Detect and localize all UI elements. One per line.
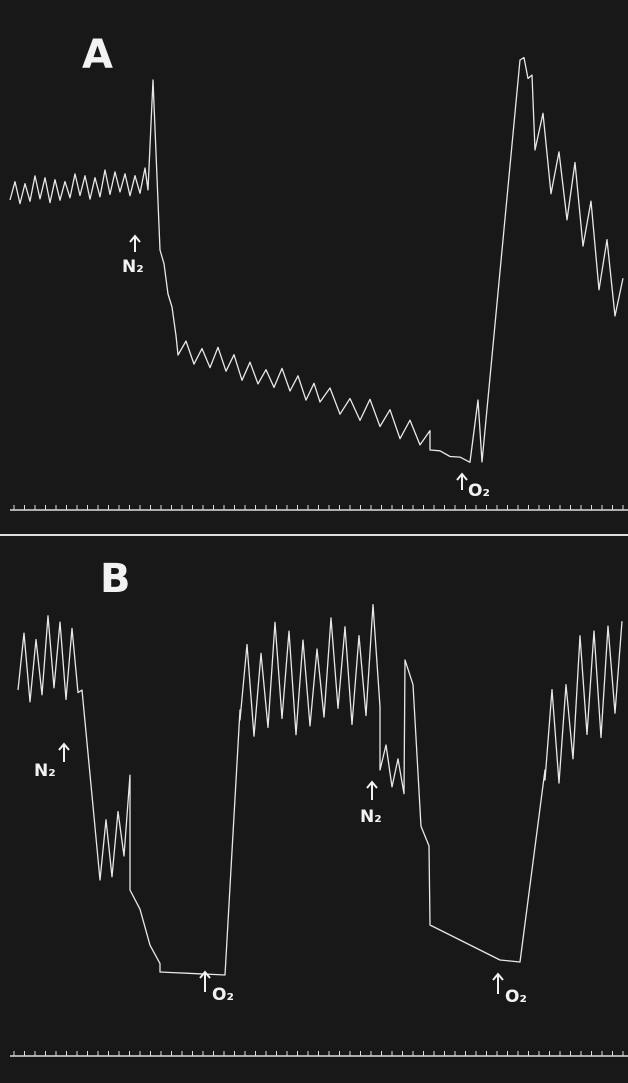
panel-label: A [82, 32, 113, 78]
annotation: O₂ [505, 987, 527, 1007]
figure: A N₂ O₂ B N₂ O₂ N₂ O₂ [0, 0, 628, 1083]
page: A N₂ O₂ B N₂ O₂ N₂ O₂ (() => { const dat… [0, 0, 628, 1083]
annotation: N₂ [122, 257, 144, 277]
annotation: N₂ [34, 761, 56, 781]
annotation: O₂ [212, 985, 234, 1005]
annotation: O₂ [468, 481, 490, 501]
background [0, 0, 628, 1083]
annotation: N₂ [360, 807, 382, 827]
panel-label: B [100, 556, 131, 602]
